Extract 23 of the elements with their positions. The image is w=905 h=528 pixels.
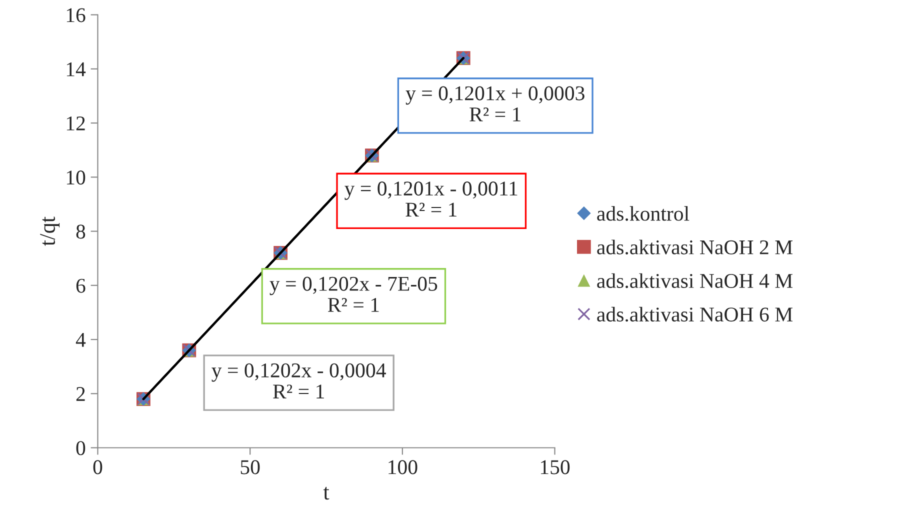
y-tick-label: 14 <box>66 62 86 76</box>
legend-label: ads.aktivasi NaOH 2 M <box>597 240 793 254</box>
x-tick-label: 100 <box>388 460 418 474</box>
y-axis-title: t/qt <box>40 216 60 246</box>
x-tick-label: 50 <box>240 460 260 474</box>
y-tick-label: 2 <box>76 387 85 401</box>
legend-label: ads.kontrol <box>597 206 690 221</box>
annotation: y = 0,1202x - 7E-05 R² = 1 <box>270 276 438 312</box>
x-axis-title: t <box>323 486 330 500</box>
annotation: y = 0,1201x + 0,0003 R² = 1 <box>406 86 584 122</box>
x-tick-label: 0 <box>93 460 102 474</box>
y-tick-label: 4 <box>76 333 86 347</box>
y-tick-label: 6 <box>76 278 86 293</box>
y-tick-label: 16 <box>66 8 86 22</box>
y-tick-label: 8 <box>76 224 86 239</box>
y-tick-label: 10 <box>66 170 86 185</box>
y-tick-label: 12 <box>66 116 85 130</box>
y-tick-label: 0 <box>76 441 86 456</box>
annotation: y = 0,1201x - 0,0011 R² = 1 <box>344 182 518 216</box>
legend-label: ads.aktivasi NaOH 4 M <box>597 273 793 288</box>
annotation: y = 0,1202x - 0,0004 R² = 1 <box>212 363 386 398</box>
x-tick-label: 150 <box>540 460 570 474</box>
legend-label: ads.aktivasi NaOH 6 M <box>597 306 793 322</box>
